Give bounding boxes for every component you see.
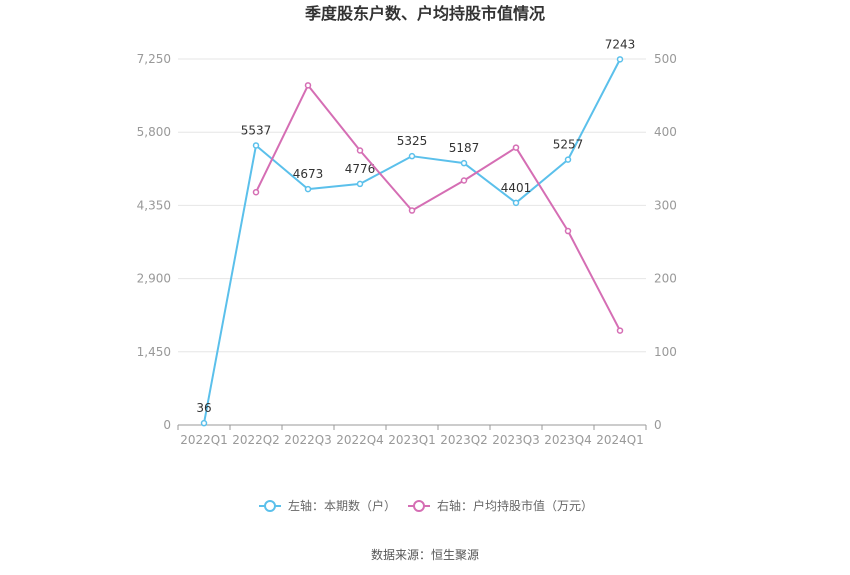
series-line-2 [255, 84, 621, 332]
data-label: 4776 [345, 162, 376, 176]
legend: 左轴：本期数（户） 右轴：户均持股市值（万元） [259, 498, 593, 513]
data-label: 7243 [605, 37, 636, 51]
legend-marker-2 [413, 500, 425, 512]
data-point [252, 188, 260, 196]
legend-label-2: 右轴：户均持股市值（万元） [437, 498, 593, 513]
data-label: 5257 [553, 138, 584, 152]
data-point [616, 327, 624, 334]
data-point [512, 144, 520, 151]
y-left-tick-label: 5,800 [137, 125, 171, 139]
series-layer: 36 5537 4673 4776 5325 5187 4401 5257 7243 [196, 37, 636, 427]
legend-marker-1 [264, 500, 276, 512]
y-left-tick-label: 0 [163, 418, 171, 432]
data-point [356, 147, 364, 154]
x-tick-label: 2022Q3 [284, 433, 332, 447]
grid [178, 58, 646, 353]
data-point [408, 207, 416, 214]
x-tick-label: 2022Q1 [180, 433, 228, 447]
data-label: 4401 [501, 181, 532, 195]
x-tick-label: 2023Q1 [388, 433, 436, 447]
data-point [304, 185, 312, 193]
data-label: 4673 [293, 167, 324, 181]
data-point [564, 156, 572, 163]
data-point [460, 159, 468, 167]
data-point [304, 82, 312, 89]
series-line-1 [203, 58, 621, 424]
y-left-tick-label: 2,900 [137, 272, 171, 286]
y-right-tick-label: 400 [654, 125, 677, 139]
y-right-tick-label: 300 [654, 198, 677, 212]
x-tick-label: 2024Q1 [596, 433, 644, 447]
data-point [460, 177, 468, 184]
data-label: 36 [196, 401, 211, 415]
y-right-tick-label: 200 [654, 272, 677, 286]
data-point [356, 180, 364, 188]
y-left-tick-label: 7,250 [137, 52, 171, 66]
data-point [252, 142, 260, 149]
data-label: 5187 [449, 141, 480, 155]
data-label: 5325 [397, 134, 428, 148]
x-tick-label: 2023Q3 [492, 433, 540, 447]
data-point [616, 56, 624, 63]
data-point [564, 227, 572, 235]
y-left-tick-label: 4,350 [137, 198, 171, 212]
x-tick-label: 2022Q4 [336, 433, 384, 447]
legend-label-1: 左轴：本期数（户） [288, 498, 396, 513]
data-point [408, 152, 416, 160]
data-point [512, 199, 520, 207]
y-right-tick-label: 500 [654, 52, 677, 66]
y-right-tick-label: 100 [654, 345, 677, 359]
y-right-tick-label: 0 [654, 418, 662, 432]
x-tick-label: 2023Q2 [440, 433, 488, 447]
y-left-tick-label: 1,450 [137, 345, 171, 359]
x-tick-label: 2023Q4 [544, 433, 592, 447]
x-tick-label: 2022Q2 [232, 433, 280, 447]
axes: 0 0 1,450 100 2,900 200 4,350 300 5,800 400 7,250 5… [137, 52, 677, 447]
source-note: 数据来源：恒生聚源 [371, 547, 479, 562]
data-point [200, 419, 208, 427]
chart-title: 季度股东户数、户均持股市值情况 [304, 4, 545, 23]
data-label: 5537 [241, 123, 272, 137]
